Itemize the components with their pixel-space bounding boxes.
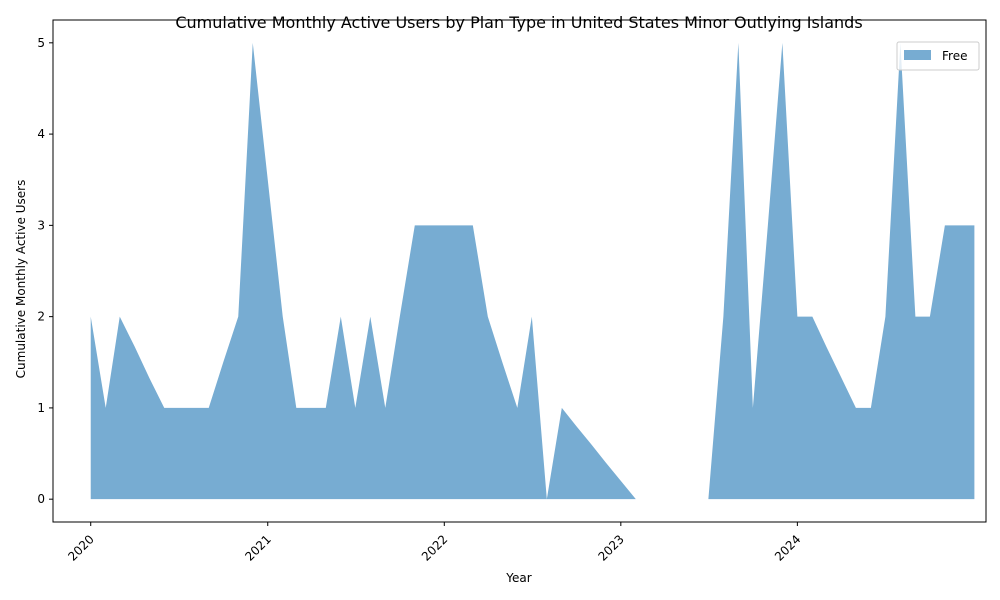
area-series-free	[90, 42, 975, 500]
x-axis-title: Year	[505, 571, 531, 585]
y-axis-title: Cumulative Monthly Active Users	[14, 180, 28, 379]
y-tick-label: 4	[37, 127, 45, 141]
legend-label: Free	[942, 49, 967, 63]
legend-frame	[896, 41, 980, 71]
y-tick-label: 1	[37, 401, 45, 415]
area-layer	[90, 42, 975, 500]
y-tick-label: 2	[37, 310, 45, 324]
legend-swatch	[904, 50, 931, 60]
y-tick-label: 5	[37, 36, 45, 50]
plot-frame	[52, 19, 987, 523]
y-tick-label: 3	[37, 218, 45, 232]
y-ticks: 0 1 2 3 4 5	[37, 36, 53, 506]
y-tick-label: 0	[37, 492, 45, 506]
chart-title: Cumulative Monthly Active Users by Plan …	[175, 13, 862, 32]
legend: Free	[896, 41, 980, 71]
